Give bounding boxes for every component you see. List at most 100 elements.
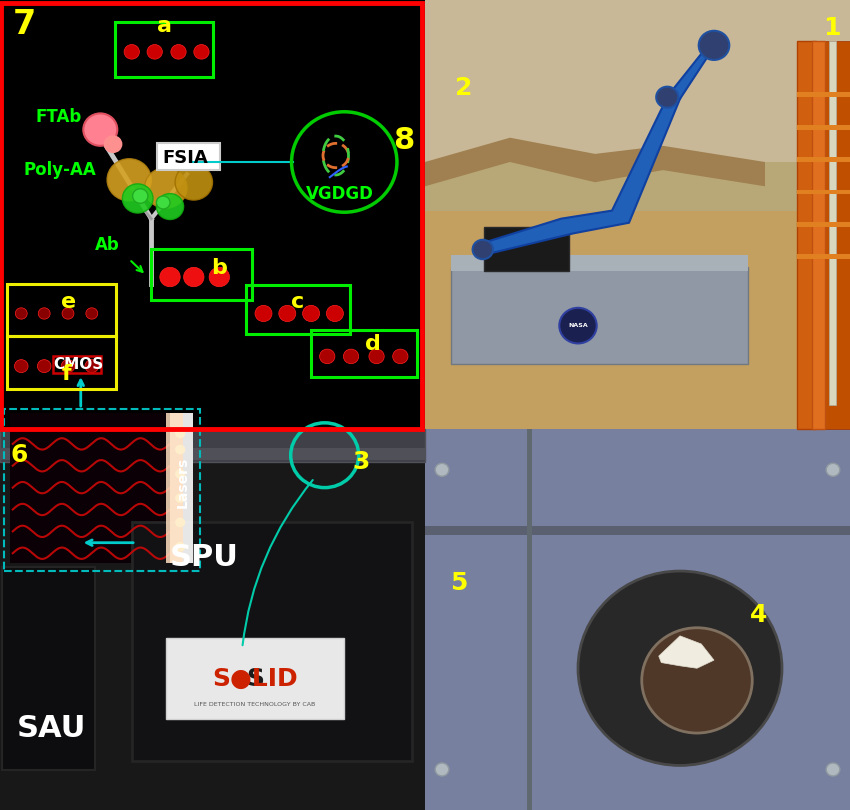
Circle shape — [656, 87, 678, 108]
Circle shape — [124, 45, 139, 59]
Circle shape — [86, 308, 98, 319]
Circle shape — [156, 194, 184, 220]
Text: VGDGD: VGDGD — [306, 185, 374, 203]
Circle shape — [435, 763, 449, 776]
Circle shape — [175, 164, 212, 200]
Polygon shape — [483, 97, 680, 255]
Bar — [797, 125, 850, 130]
Bar — [829, 40, 836, 405]
Text: 2: 2 — [455, 76, 472, 100]
Circle shape — [184, 267, 204, 287]
Bar — [115, 22, 212, 77]
Text: NASA: NASA — [568, 323, 588, 328]
Circle shape — [559, 308, 597, 343]
Polygon shape — [663, 42, 714, 99]
Circle shape — [144, 168, 187, 208]
Bar — [425, 429, 850, 810]
FancyBboxPatch shape — [157, 143, 220, 170]
Circle shape — [122, 184, 153, 213]
Circle shape — [642, 628, 752, 733]
Text: 1: 1 — [823, 16, 841, 40]
Text: 4: 4 — [750, 603, 767, 628]
Bar — [246, 285, 350, 334]
Circle shape — [826, 463, 840, 476]
Circle shape — [175, 445, 185, 454]
Circle shape — [85, 360, 99, 373]
Polygon shape — [659, 636, 714, 668]
Circle shape — [435, 463, 449, 476]
Bar — [797, 190, 850, 194]
Circle shape — [343, 349, 359, 364]
Bar — [132, 522, 412, 761]
Bar — [170, 413, 193, 563]
Circle shape — [326, 305, 343, 322]
Text: a: a — [157, 16, 173, 36]
Bar — [425, 0, 850, 162]
Text: 6: 6 — [10, 443, 27, 467]
Circle shape — [320, 349, 335, 364]
Bar — [797, 40, 816, 429]
Bar — [797, 157, 850, 162]
Bar — [311, 330, 417, 377]
Bar — [166, 413, 183, 563]
Bar — [4, 409, 200, 571]
Bar — [797, 222, 850, 227]
Text: e: e — [61, 292, 76, 312]
Bar — [7, 284, 116, 336]
Text: 5: 5 — [450, 571, 468, 595]
Text: FSIA: FSIA — [162, 149, 208, 167]
Circle shape — [156, 196, 170, 209]
Circle shape — [279, 305, 296, 322]
Circle shape — [175, 428, 185, 438]
Text: c: c — [291, 292, 304, 312]
Circle shape — [175, 518, 185, 527]
Circle shape — [147, 45, 162, 59]
Bar — [425, 526, 850, 535]
Circle shape — [578, 571, 782, 765]
Text: S: S — [246, 667, 264, 691]
Bar — [1, 3, 422, 429]
Bar — [53, 356, 101, 373]
Text: LIFE DETECTION TECHNOLOGY BY CAB: LIFE DETECTION TECHNOLOGY BY CAB — [195, 702, 315, 707]
Circle shape — [255, 305, 272, 322]
Circle shape — [160, 267, 180, 287]
Bar — [484, 227, 570, 271]
Circle shape — [175, 542, 185, 552]
Text: Poly-AA: Poly-AA — [24, 161, 97, 179]
Bar — [450, 267, 748, 364]
Bar — [0, 0, 425, 429]
Circle shape — [369, 349, 384, 364]
Text: CMOS: CMOS — [53, 357, 104, 372]
Bar — [527, 429, 532, 810]
Circle shape — [826, 763, 840, 776]
Bar — [7, 336, 116, 389]
Bar — [10, 413, 193, 563]
Text: 8: 8 — [393, 126, 414, 155]
Bar — [812, 40, 824, 429]
Bar — [151, 249, 252, 300]
Circle shape — [194, 45, 209, 59]
Text: FTAb: FTAb — [36, 109, 82, 126]
Text: b: b — [211, 258, 227, 278]
Text: d: d — [366, 334, 382, 354]
Circle shape — [83, 113, 117, 146]
Bar — [425, 211, 850, 429]
Circle shape — [171, 45, 186, 59]
Bar — [425, 429, 850, 810]
Text: Lasers: Lasers — [176, 456, 190, 508]
Bar — [450, 255, 748, 271]
Circle shape — [209, 267, 230, 287]
Circle shape — [175, 469, 185, 479]
Circle shape — [133, 189, 148, 203]
Text: SPU: SPU — [170, 543, 239, 572]
Text: SAU: SAU — [17, 714, 87, 744]
Bar — [2, 567, 95, 770]
Circle shape — [473, 240, 493, 259]
Bar — [0, 429, 425, 810]
Circle shape — [393, 349, 408, 364]
Text: S●LID: S●LID — [212, 667, 298, 691]
Circle shape — [61, 360, 75, 373]
Bar — [425, 162, 850, 211]
Circle shape — [699, 31, 729, 60]
Bar — [166, 638, 344, 719]
